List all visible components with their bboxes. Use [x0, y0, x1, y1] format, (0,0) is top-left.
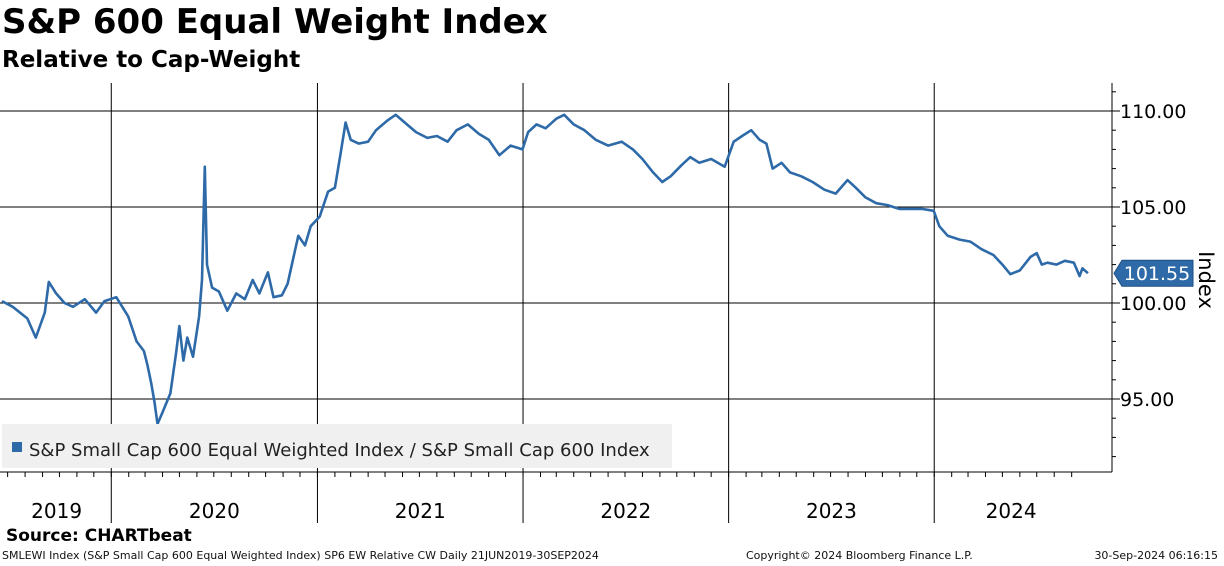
last-value-flag: [1113, 259, 1194, 287]
y-axis-title: Index: [1194, 251, 1218, 309]
x-tick-label: 2020: [189, 499, 240, 523]
legend-box: [2, 424, 672, 468]
series-line: [1, 113, 1089, 426]
last-value-label: 101.55: [1124, 263, 1190, 285]
y-tick-label: 105.00: [1120, 197, 1186, 219]
x-tick-label: 2021: [395, 499, 446, 523]
series-layer: [1, 113, 1089, 426]
y-tick-label: 110.00: [1120, 101, 1186, 123]
y-tick-label: 95.00: [1120, 389, 1174, 411]
x-tick-label: 2022: [600, 499, 651, 523]
legend-label: S&P Small Cap 600 Equal Weighted Index /…: [29, 440, 650, 461]
axes: 95.00 100.00 105.00 110.00 Index 2019 2020 2021…: [0, 83, 1218, 523]
footer-copyright: Copyright© 2024 Bloomberg Finance L.P.: [746, 549, 973, 562]
y-tick-label: 100.00: [1120, 293, 1186, 315]
x-tick-label: 2024: [986, 499, 1037, 523]
legend: S&P Small Cap 600 Equal Weighted Index /…: [2, 424, 672, 468]
chart-subtitle: Relative to Cap-Weight: [2, 47, 301, 73]
x-tick-label: 2023: [806, 499, 857, 523]
last-value-layer: 101.55: [1113, 259, 1194, 287]
footer-timestamp: 30-Sep-2024 06:16:15: [1094, 549, 1218, 562]
legend-swatch: [12, 442, 22, 452]
x-tick-label: 2019: [31, 499, 82, 523]
gridlines: [0, 83, 1112, 472]
chart-title: S&P 600 Equal Weight Index: [2, 2, 548, 42]
footer-description: SMLEWI Index (S&P Small Cap 600 Equal We…: [2, 549, 599, 562]
source-note: Source: CHARTbeat: [6, 526, 192, 546]
